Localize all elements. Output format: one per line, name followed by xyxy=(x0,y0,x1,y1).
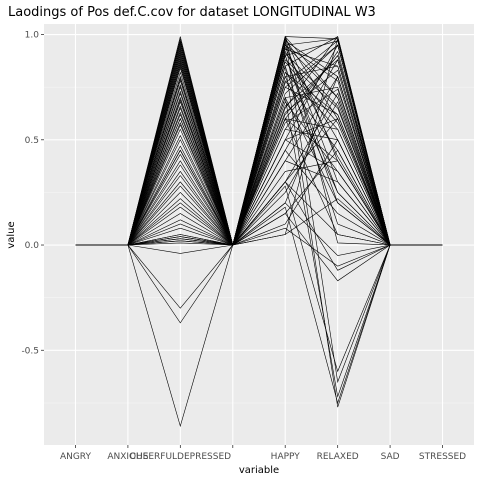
x-tick-label: ANXIOUS xyxy=(107,452,148,462)
series-line-70 xyxy=(75,52,443,246)
x-tick-label: HAPPY xyxy=(271,452,301,462)
series-line-58 xyxy=(75,139,443,309)
series-line-68 xyxy=(75,61,443,246)
x-tick-label: STRESSED xyxy=(419,452,466,462)
x-tick-label: CHEERFULDEPRESSED xyxy=(130,452,232,462)
series-line-66 xyxy=(75,46,443,247)
series-line-56 xyxy=(75,66,443,408)
y-axis-label: value xyxy=(6,221,17,248)
y-tick-label: -0.5 xyxy=(21,346,39,356)
series-line-65 xyxy=(75,62,443,246)
y-tick-label: 0.0 xyxy=(25,241,40,251)
y-axis-ticks: -0.5 0.0 0.5 1.0 xyxy=(21,31,44,356)
series-line-64 xyxy=(75,52,443,246)
series-line-52 xyxy=(75,185,443,373)
series-line-57 xyxy=(75,181,443,271)
y-tick-label: 1.0 xyxy=(25,31,40,41)
series-line-35 xyxy=(75,149,443,246)
x-tick-label: RELAXED xyxy=(317,452,359,462)
series-line-69 xyxy=(75,69,443,246)
series-line-54 xyxy=(75,96,443,398)
x-axis-label: variable xyxy=(239,465,279,476)
series-line-67 xyxy=(75,40,443,246)
x-tick-label: SAD xyxy=(381,452,400,462)
series-line-48 xyxy=(75,105,443,246)
y-tick-label: 0.5 xyxy=(25,136,39,146)
x-tick-label: ANGRY xyxy=(60,452,92,462)
series-line-59 xyxy=(75,117,443,324)
chart-title: Laodings of Pos def.C.cov for dataset LO… xyxy=(8,5,376,20)
series-line-63 xyxy=(75,40,443,247)
series-lines xyxy=(75,35,443,428)
